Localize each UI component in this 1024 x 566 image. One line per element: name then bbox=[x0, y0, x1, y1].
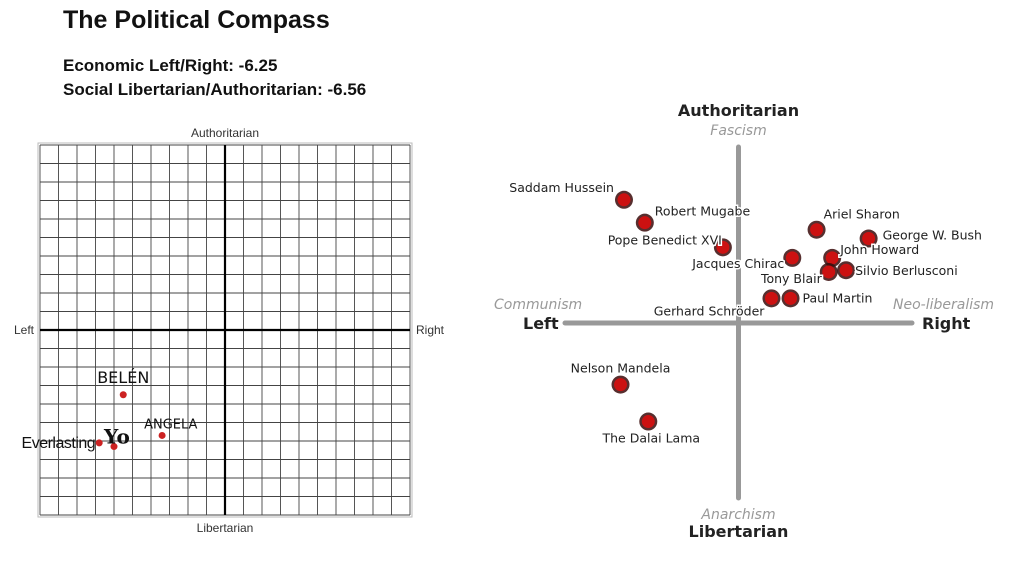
point-label-robert-mugabe: Robert Mugabe bbox=[655, 204, 751, 219]
axis-label-left: Left bbox=[14, 323, 35, 337]
axis-label-right: Right bbox=[922, 314, 971, 333]
point-robert-mugabe bbox=[638, 216, 652, 230]
point-label-nelson-mandela: Nelson Mandela bbox=[571, 361, 671, 376]
axis-label-left: Left bbox=[523, 314, 559, 333]
point-silvio-berlusconi bbox=[839, 263, 853, 277]
point-label-pope-benedict-xvi: Pope Benedict XVI bbox=[608, 232, 722, 247]
axis-label-top: Authoritarian bbox=[191, 126, 259, 140]
point-label-silvio-berlusconi: Silvio Berlusconi bbox=[855, 263, 958, 278]
point-label-yo: Yo bbox=[103, 425, 130, 449]
point-george-w-bush bbox=[862, 232, 876, 246]
data-points bbox=[611, 190, 878, 431]
axis-label-top: Authoritarian bbox=[678, 101, 799, 120]
page-title: The Political Compass bbox=[63, 6, 330, 34]
economic-score: Economic Left/Right: -6.25 bbox=[63, 56, 278, 75]
point-label-john-howard: John Howard bbox=[839, 242, 919, 257]
point-gerhard-schr-der bbox=[764, 291, 778, 305]
axis-label-bottom: Libertarian bbox=[689, 522, 789, 541]
point-label-angela: ANGELA bbox=[144, 417, 197, 432]
point-ariel-sharon bbox=[810, 223, 824, 237]
point-label-ariel-sharon: Ariel Sharon bbox=[824, 207, 900, 222]
point-bel-n bbox=[119, 391, 127, 399]
point-tony-blair bbox=[822, 265, 836, 279]
point-label-jacques-chirac: Jacques Chirac bbox=[691, 256, 784, 271]
point-paul-martin bbox=[784, 291, 798, 305]
point-label-paul-martin: Paul Martin bbox=[803, 290, 873, 305]
axis-sublabel-right: Neo-liberalism bbox=[893, 297, 994, 313]
point-label-saddam-hussein: Saddam Hussein bbox=[509, 180, 614, 195]
point-label-the-dalai-lama: The Dalai Lama bbox=[602, 431, 701, 446]
point-label-george-w-bush: George W. Bush bbox=[883, 228, 982, 243]
point-angela bbox=[158, 431, 166, 439]
axis-label-bottom: Libertarian bbox=[197, 521, 254, 535]
point-the-dalai-lama bbox=[641, 415, 655, 429]
axis-sublabel-bottom: Anarchism bbox=[700, 507, 775, 523]
point-saddam-hussein bbox=[617, 193, 631, 207]
point-john-howard bbox=[825, 251, 839, 265]
social-score: Social Libertarian/Authoritarian: -6.56 bbox=[63, 80, 367, 99]
axis-label-right: Right bbox=[416, 323, 445, 337]
point-everlasting bbox=[95, 439, 103, 447]
point-label-gerhard-schr-der: Gerhard Schröder bbox=[654, 303, 766, 318]
point-pope-benedict-xvi bbox=[716, 240, 730, 254]
axis-sublabel-top: Fascism bbox=[710, 123, 766, 139]
point-label-everlasting: Everlasting bbox=[22, 435, 96, 452]
point-label-bel-n: BELÉN bbox=[97, 368, 149, 387]
axis-sublabel-left: Communism bbox=[494, 297, 582, 313]
point-nelson-mandela bbox=[614, 378, 628, 392]
point-label-tony-blair: Tony Blair bbox=[760, 271, 823, 286]
point-jacques-chirac bbox=[785, 251, 799, 265]
point-yo bbox=[110, 443, 118, 451]
